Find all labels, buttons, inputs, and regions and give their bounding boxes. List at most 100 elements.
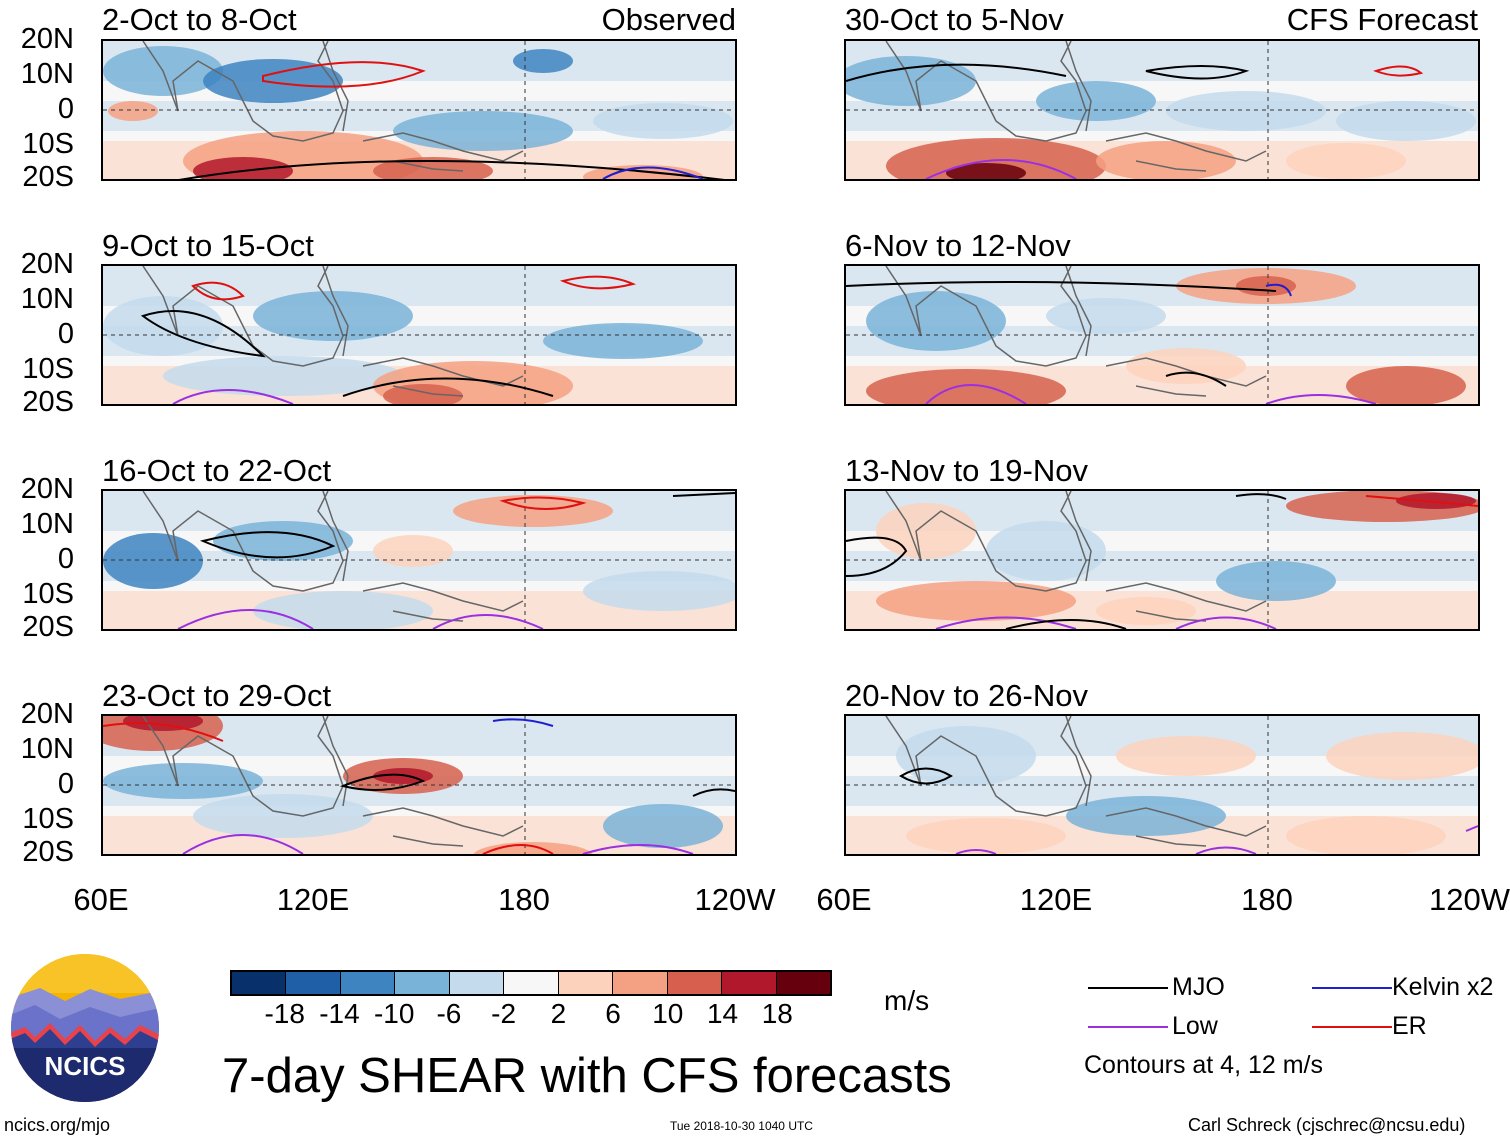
y-tick-label: 20S	[22, 161, 74, 193]
shading-band	[103, 266, 735, 306]
shear-anomaly-region	[1346, 366, 1466, 404]
contour-line	[1465, 825, 1478, 832]
map-panel	[844, 39, 1480, 181]
colorbar-tick-label: -14	[319, 998, 360, 1029]
map-panel	[101, 489, 737, 631]
y-tick-label: 20N	[20, 248, 74, 280]
logo-text: NCICS	[45, 1051, 126, 1081]
contour-line	[172, 389, 294, 404]
shear-anomaly-region	[513, 49, 573, 73]
legend-label: Low	[1172, 1012, 1218, 1040]
legend-swatch-low	[1088, 1026, 1168, 1028]
shear-field	[846, 41, 1478, 179]
shear-anomaly-region	[1066, 796, 1226, 836]
contour-line	[1265, 394, 1377, 404]
colorbar-swatch	[340, 972, 396, 994]
y-tick-label: 20N	[20, 473, 74, 505]
shear-anomaly-region	[383, 384, 463, 404]
shear-anomaly-region	[393, 111, 573, 151]
y-tick-label: 10N	[20, 283, 74, 315]
coastline	[142, 266, 524, 397]
x-tick-label: 180	[498, 882, 550, 917]
shear-anomaly-region	[876, 581, 1076, 621]
shear-anomaly-region	[473, 842, 593, 854]
shear-anomaly-region	[193, 794, 373, 838]
shading-band	[846, 551, 1478, 581]
main-title: 7-day SHEAR with CFS forecasts	[222, 1049, 952, 1103]
contour-note: Contours at 4, 12 m/s	[1084, 1051, 1324, 1079]
shear-anomaly-region	[906, 818, 1066, 854]
shear-anomaly-region	[1036, 81, 1156, 121]
colorbar-tick-label: -2	[491, 998, 517, 1029]
x-tick-label: 120W	[1429, 882, 1510, 917]
legend-label: MJO	[1172, 973, 1225, 1001]
x-tick-label: 60E	[816, 882, 872, 917]
contour-line	[955, 849, 997, 854]
shear-anomaly-region	[1046, 298, 1166, 334]
shear-anomaly-region	[583, 571, 735, 611]
colorbar-swatch	[286, 972, 341, 994]
colorbar-tick-label: 18	[761, 998, 793, 1029]
colorbar-tick-label: 6	[605, 998, 621, 1029]
shear-anomaly-region	[213, 521, 353, 561]
contour-line	[191, 281, 245, 301]
map-panel	[844, 264, 1480, 406]
shear-anomaly-region	[1116, 736, 1256, 776]
map-panel	[101, 39, 737, 181]
shear-anomaly-region	[1396, 493, 1476, 509]
ncics-logo: NCICS	[10, 953, 160, 1103]
colorbar-tick-label: -10	[373, 998, 415, 1029]
y-tick-label: 20S	[22, 386, 74, 418]
colorbar-tick-label: -6	[436, 998, 462, 1029]
panel-title: 9-Oct to 15-Oct	[102, 228, 314, 263]
shear-field	[846, 716, 1478, 854]
shear-anomaly-region	[1336, 101, 1476, 141]
y-tick-label: 10N	[20, 58, 74, 90]
shear-anomaly-region	[103, 296, 223, 356]
x-tick-label: 120E	[1019, 882, 1093, 917]
y-tick-label: 0	[57, 543, 74, 575]
colorbar-swatch	[504, 972, 559, 994]
colorbar-swatch	[449, 972, 505, 994]
contour-line	[559, 275, 637, 290]
shear-field	[103, 41, 735, 179]
contour-line	[178, 160, 725, 179]
legend-label: Kelvin x2	[1392, 973, 1494, 1001]
colorbar-swatch	[558, 972, 614, 994]
contour-line	[925, 384, 1027, 404]
panel-title: 6-Nov to 12-Nov	[845, 228, 1071, 263]
y-tick-label: 10N	[20, 733, 74, 765]
colorbar-tick-label: 14	[706, 998, 739, 1029]
shear-field	[846, 491, 1478, 629]
x-tick-label: 120W	[694, 882, 776, 917]
contour-line	[672, 492, 735, 497]
y-tick-label: 20S	[22, 611, 74, 643]
shear-anomaly-region	[1096, 141, 1236, 179]
shear-anomaly-region	[1286, 816, 1446, 854]
panel-title: 2-Oct to 8-Oct	[102, 2, 297, 37]
contour-line	[262, 61, 426, 88]
shear-anomaly-region	[593, 103, 733, 139]
site-link[interactable]: ncics.org/mjo	[4, 1115, 111, 1135]
shading-band	[103, 491, 735, 531]
contour-line	[1365, 495, 1478, 507]
shear-anomaly-region	[103, 533, 203, 589]
shear-anomaly-region	[866, 291, 1006, 351]
shear-anomaly-region	[866, 369, 1066, 404]
y-tick-label: 20N	[20, 23, 74, 55]
shear-anomaly-region	[163, 356, 403, 396]
contour-line	[432, 614, 544, 629]
x-tick-label: 180	[1241, 882, 1293, 917]
shear-anomaly-region	[1166, 91, 1326, 131]
shear-field	[103, 491, 735, 629]
coastline	[885, 41, 1267, 172]
colorbar-tick-label: 10	[652, 998, 684, 1029]
map-panel	[844, 489, 1480, 631]
shear-anomaly-region	[453, 495, 613, 527]
contour-line	[602, 166, 704, 179]
shear-anomaly-region	[896, 726, 1036, 786]
panel-tag: CFS Forecast	[1286, 2, 1478, 37]
contour-line	[846, 281, 1277, 292]
y-tick-label: 10N	[20, 508, 74, 540]
contour-line	[499, 496, 587, 510]
